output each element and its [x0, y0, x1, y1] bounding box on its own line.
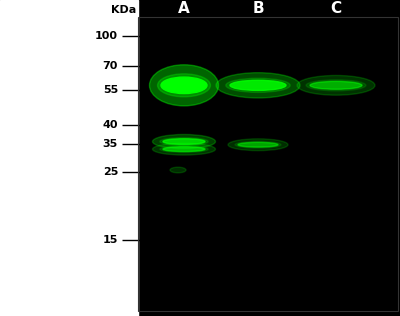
Ellipse shape — [235, 141, 281, 148]
Ellipse shape — [161, 77, 207, 94]
Text: 55: 55 — [103, 85, 118, 95]
Ellipse shape — [160, 137, 208, 146]
Text: B: B — [252, 1, 264, 16]
Ellipse shape — [226, 78, 290, 92]
Bar — [138, 17, 398, 311]
Ellipse shape — [170, 167, 186, 173]
Ellipse shape — [152, 143, 216, 155]
Text: 70: 70 — [103, 61, 118, 71]
Ellipse shape — [228, 139, 288, 151]
Text: 25: 25 — [103, 167, 118, 177]
Ellipse shape — [230, 80, 286, 90]
Text: 40: 40 — [102, 120, 118, 130]
Text: 15: 15 — [103, 235, 118, 245]
Ellipse shape — [160, 146, 208, 153]
Text: 35: 35 — [103, 139, 118, 149]
Ellipse shape — [158, 74, 210, 97]
Ellipse shape — [238, 142, 278, 147]
Text: 100: 100 — [95, 31, 118, 41]
Ellipse shape — [163, 139, 205, 144]
Ellipse shape — [163, 147, 205, 151]
Ellipse shape — [306, 80, 366, 91]
Text: A: A — [178, 1, 190, 16]
Ellipse shape — [297, 76, 375, 95]
Text: C: C — [330, 1, 342, 16]
Ellipse shape — [310, 82, 362, 89]
Ellipse shape — [150, 65, 218, 106]
Bar — [0, 0, 138, 316]
Ellipse shape — [152, 134, 216, 149]
Ellipse shape — [216, 73, 300, 98]
Text: KDa: KDa — [111, 4, 136, 15]
